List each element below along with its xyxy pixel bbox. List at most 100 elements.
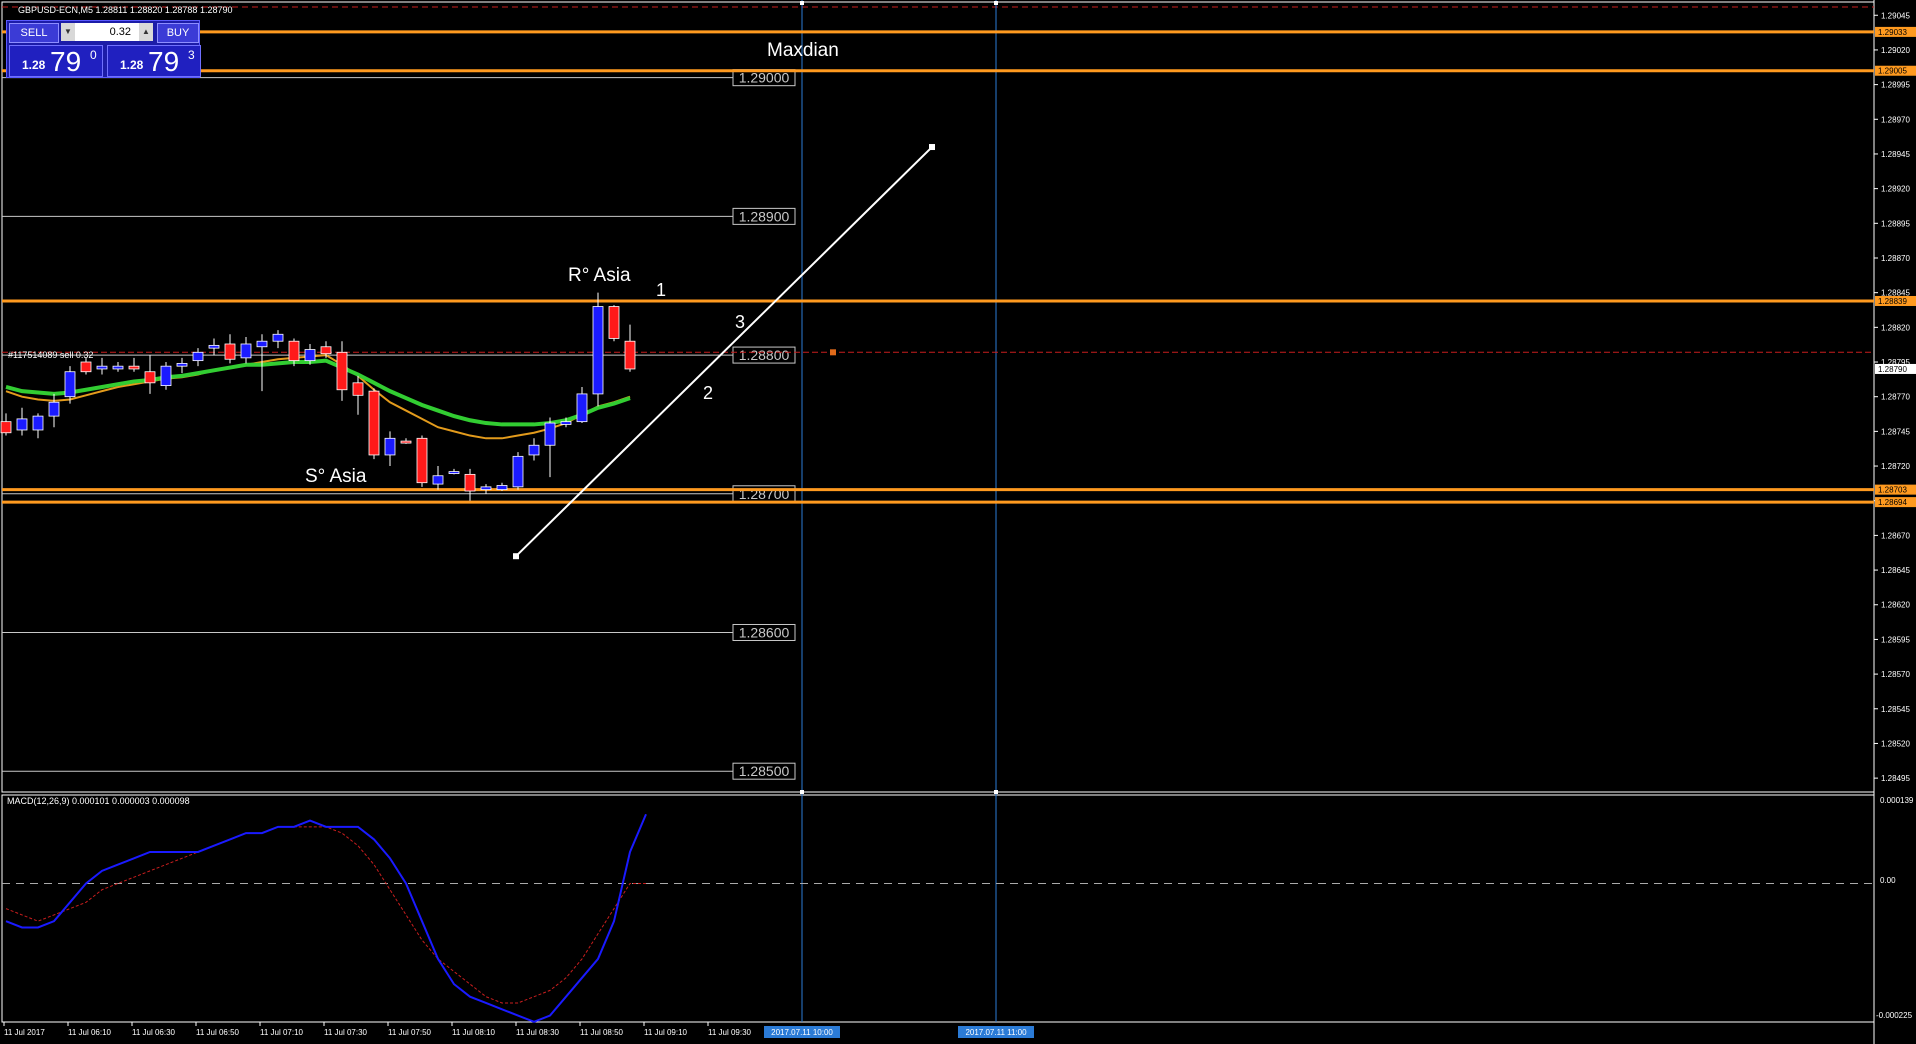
macd-pane-frame <box>1 794 1875 1023</box>
bull-candle[interactable] <box>496 485 508 491</box>
bear-candle[interactable] <box>80 361 92 373</box>
buy-price-box[interactable]: 1.28 79 3 <box>107 45 201 77</box>
vline-handle[interactable] <box>994 790 998 794</box>
buy-button[interactable]: BUY <box>157 23 199 43</box>
bull-candle[interactable] <box>32 415 44 431</box>
round-level-label: 1.28800 <box>739 347 790 363</box>
bull-candle[interactable] <box>528 444 540 456</box>
buy-price-prefix: 1.28 <box>120 58 144 72</box>
support-asia-label[interactable]: S° Asia <box>305 466 367 487</box>
wave-1-label[interactable]: 1 <box>656 280 667 300</box>
price-tick-label: 1.28945 <box>1881 150 1910 159</box>
round-level-box <box>732 762 796 780</box>
time-tick-label: 11 Jul 09:30 <box>708 1028 752 1037</box>
bull-candle[interactable] <box>112 365 124 370</box>
price-tick-label: 1.29045 <box>1881 11 1910 20</box>
bull-candle[interactable] <box>208 344 220 349</box>
bull-candle[interactable] <box>432 475 444 485</box>
bull-candle[interactable] <box>192 351 204 362</box>
bull-candle[interactable] <box>512 455 524 488</box>
bear-candle[interactable] <box>128 365 140 370</box>
bear-candle[interactable] <box>0 421 12 434</box>
trendline[interactable] <box>515 146 933 557</box>
macd-label: MACD(12,26,9) 0.000101 0.000003 0.000098 <box>7 796 190 806</box>
sell-button[interactable]: SELL <box>9 23 59 43</box>
bull-candle[interactable] <box>384 437 396 456</box>
bull-candle[interactable] <box>16 418 28 431</box>
sell-price-big: 79 <box>50 46 82 77</box>
order-label[interactable]: #117514089 sell 0.32 <box>8 350 94 360</box>
round-level-label: 1.28600 <box>739 624 790 640</box>
one-click-trading-panel: SELL ▼ 0.32 ▲ BUY 1.28 79 0 1.28 79 3 <box>6 20 201 78</box>
bull-candle[interactable] <box>64 371 76 398</box>
bull-candle[interactable] <box>160 365 172 386</box>
bear-candle[interactable] <box>464 473 476 492</box>
resistance-asia-label[interactable]: R° Asia <box>568 265 631 286</box>
bear-candle[interactable] <box>144 371 156 384</box>
bear-candle[interactable] <box>288 340 300 362</box>
bear-candle[interactable] <box>320 346 332 355</box>
wave-3-label[interactable]: 3 <box>735 312 746 332</box>
time-tick-label: 11 Jul 06:10 <box>68 1028 112 1037</box>
vline-time-label: 2017.07.11 10:00 <box>771 1028 833 1037</box>
bull-candle[interactable] <box>272 333 284 342</box>
sell-price-sup: 0 <box>90 48 97 62</box>
lot-decrease-icon[interactable]: ▼ <box>61 23 75 41</box>
orange-level-label: 1.28839 <box>1878 297 1907 306</box>
orange-level-label: 1.29033 <box>1878 28 1907 37</box>
bear-candle[interactable] <box>624 340 636 370</box>
sell-price-prefix: 1.28 <box>22 58 46 72</box>
wave-2-label[interactable]: 2 <box>703 383 714 403</box>
buy-price-sup: 3 <box>188 48 195 62</box>
bull-candle[interactable] <box>176 363 188 367</box>
ma-orange-line <box>5 354 631 440</box>
order-handle[interactable] <box>830 349 836 356</box>
bull-candle[interactable] <box>480 486 492 491</box>
time-tick-label: 11 Jul 08:30 <box>516 1028 560 1037</box>
vline-handle[interactable] <box>800 1 804 5</box>
bear-candle[interactable] <box>400 440 412 444</box>
orange-level-label: 1.29005 <box>1878 67 1907 76</box>
orange-level-label: 1.28694 <box>1878 498 1907 507</box>
trendline-handle[interactable] <box>929 144 935 151</box>
vline-time-label: 2017.07.11 11:00 <box>965 1028 1027 1037</box>
macd-main-line <box>5 813 647 1023</box>
price-tick-label: 1.29020 <box>1881 46 1910 55</box>
bear-candle[interactable] <box>336 351 348 391</box>
vline-time-box <box>958 1026 1034 1038</box>
bear-candle[interactable] <box>608 306 620 339</box>
bull-candle[interactable] <box>240 343 252 359</box>
bull-candle[interactable] <box>48 401 60 417</box>
bear-candle[interactable] <box>352 382 364 396</box>
lot-increase-icon[interactable]: ▲ <box>139 23 153 41</box>
bear-candle[interactable] <box>368 390 380 456</box>
bull-candle[interactable] <box>304 349 316 362</box>
ma-green-line <box>5 358 631 427</box>
price-tick-label: 1.28645 <box>1881 566 1910 575</box>
bull-candle[interactable] <box>544 422 556 446</box>
vline-handle[interactable] <box>800 790 804 794</box>
lot-size-field[interactable]: ▼ 0.32 ▲ <box>61 23 153 41</box>
bull-candle[interactable] <box>592 306 604 395</box>
orange-level-tag <box>1875 295 1916 306</box>
round-level-box <box>732 346 796 364</box>
maxdian-label[interactable]: Maxdian <box>767 40 839 61</box>
bull-candle[interactable] <box>448 471 460 474</box>
price-tick-label: 1.28895 <box>1881 219 1910 228</box>
bull-candle[interactable] <box>256 340 268 348</box>
bull-candle[interactable] <box>576 393 588 423</box>
macd-axis-zero: 0.00 <box>1880 876 1896 885</box>
time-tick-label: 11 Jul 07:50 <box>388 1028 432 1037</box>
price-tick-label: 1.28845 <box>1881 289 1910 298</box>
lot-size-value: 0.32 <box>109 26 131 38</box>
vline-handle[interactable] <box>994 1 998 5</box>
time-tick-label: 11 Jul 09:10 <box>644 1028 688 1037</box>
sell-price-box[interactable]: 1.28 79 0 <box>9 45 103 77</box>
bear-candle[interactable] <box>224 343 236 360</box>
trendline-handle[interactable] <box>513 553 519 560</box>
price-tick-label: 1.28570 <box>1881 670 1910 679</box>
bear-candle[interactable] <box>416 437 428 484</box>
bull-candle[interactable] <box>560 421 572 425</box>
bull-candle[interactable] <box>96 365 108 370</box>
